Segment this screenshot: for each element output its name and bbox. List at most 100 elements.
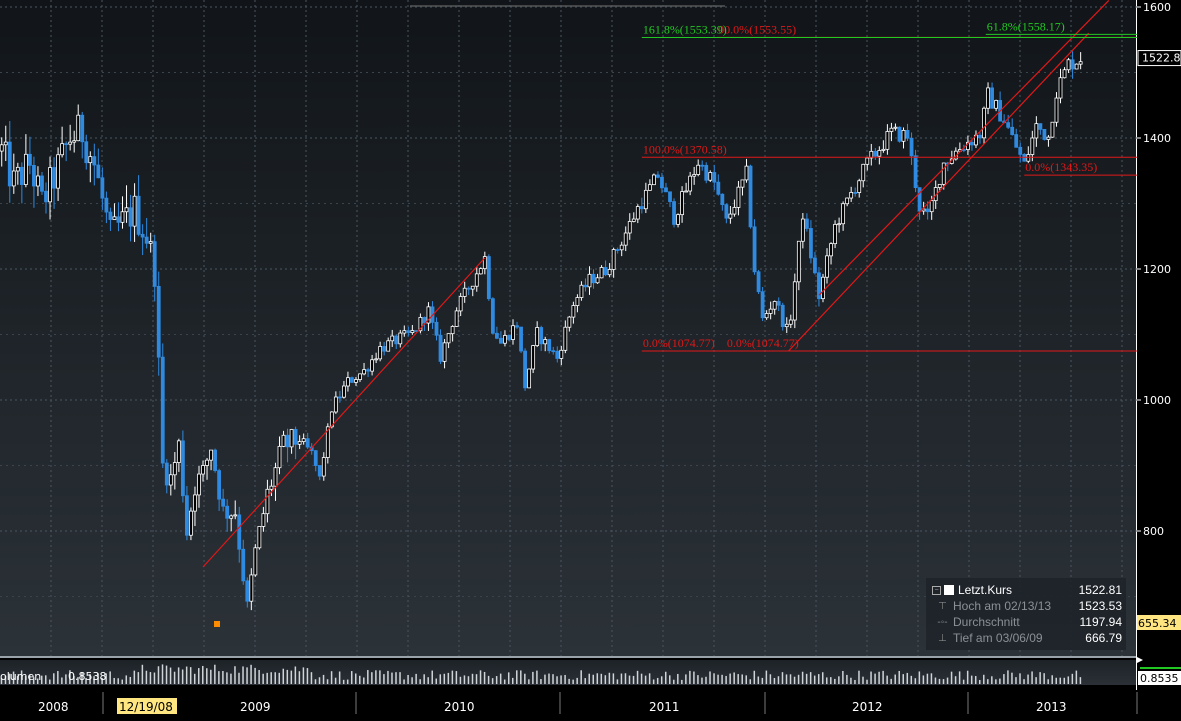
trend-line: [818, 0, 1110, 296]
volume-bar: [407, 674, 409, 684]
volume-bar: [447, 672, 450, 684]
candle-body: [708, 172, 713, 181]
candle-body: [108, 211, 113, 220]
volume-bar: [206, 668, 208, 684]
candle-body: [639, 206, 644, 210]
candle-body: [631, 218, 636, 222]
legend-row-high: ⊤ Hoch am 02/13/13 1523.53: [932, 598, 1122, 614]
candle-body: [273, 467, 278, 487]
candle-body: [168, 474, 173, 486]
event-marker: [214, 621, 221, 627]
candle-body: [583, 284, 588, 288]
candle-body: [1026, 154, 1031, 162]
candle-body: [676, 214, 680, 225]
candle-body: [591, 273, 596, 284]
volume-bar: [491, 678, 494, 684]
candle-body: [539, 327, 544, 345]
volume-bar: [588, 673, 590, 684]
volume-bar: [222, 670, 224, 684]
volume-bar: [991, 676, 993, 684]
volume-bar: [467, 676, 470, 684]
candle-body: [370, 359, 374, 372]
annotations: 0.0%(1074.77) 0.0%(1074.77) 100.0%(1370.58…: [202, 0, 1137, 627]
candle-body: [434, 321, 439, 336]
candle-body: [100, 177, 105, 199]
candle-body: [684, 190, 689, 193]
candle-body: [160, 356, 165, 464]
collapse-icon[interactable]: −: [932, 585, 941, 595]
volume-bar: [415, 673, 417, 684]
candle-body: [426, 306, 431, 324]
volume-bar: [673, 679, 675, 684]
volume-value: 0.8538: [68, 670, 107, 683]
candle-body: [3, 141, 8, 146]
candle-body: [92, 156, 97, 166]
volume-bar: [282, 668, 285, 684]
volume-bar: [512, 677, 514, 684]
volume-bar: [878, 671, 880, 684]
candle-body: [704, 164, 709, 181]
volume-bar: [258, 670, 260, 684]
candle-body: [7, 141, 12, 187]
volume-bar: [950, 671, 953, 684]
candle-body: [925, 208, 930, 213]
volume-bar: [274, 672, 276, 684]
legend-box: − Letzt.Kurs 1522.81 ⊤ Hoch am 02/13/13 …: [926, 578, 1126, 650]
volume-bar: [507, 672, 510, 684]
volume-bar: [302, 667, 305, 684]
volume-bar: [612, 673, 615, 684]
volume-bar: [85, 677, 87, 684]
candle-body: [527, 368, 532, 389]
candle-body: [221, 498, 226, 507]
candle-body: [402, 330, 407, 334]
volume-bar: [717, 674, 719, 684]
candle-body: [555, 350, 560, 359]
volume-bar: [8, 673, 11, 684]
candle-body: [531, 345, 536, 370]
volume-bar: [1051, 675, 1053, 684]
candle-body: [575, 297, 580, 306]
candle-body: [11, 170, 16, 187]
candle-body: [861, 163, 866, 182]
candle-body: [1054, 97, 1059, 123]
volume-bar: [628, 675, 631, 684]
volume-bar: [741, 674, 743, 684]
candle-body: [193, 494, 197, 512]
candle-body: [32, 164, 36, 187]
candle-body: [358, 373, 362, 380]
candle-body: [511, 325, 515, 340]
volume-bar: [600, 673, 603, 684]
candle-body: [680, 191, 684, 216]
candle-body: [0, 144, 4, 152]
legend-label: Hoch am 02/13/13: [953, 599, 1052, 613]
candle-body: [825, 255, 829, 278]
candle-body: [841, 203, 846, 225]
candle-body: [728, 213, 733, 219]
volume-bar: [677, 673, 679, 684]
volume-bar: [383, 674, 385, 684]
volume-bar: [858, 670, 860, 684]
candle-body: [152, 241, 157, 287]
volume-bar: [524, 673, 526, 684]
candle-body: [712, 172, 717, 183]
right-axis-background: [1137, 0, 1181, 690]
candle-body: [571, 305, 576, 318]
volume-bar: [930, 673, 933, 684]
candle-body: [543, 339, 548, 345]
fib-level-label: 100.0%(1370.58): [643, 142, 727, 156]
candle-body: [764, 313, 769, 319]
volume-bar: [346, 679, 349, 684]
candle-body: [15, 166, 20, 172]
candle-body: [909, 137, 914, 157]
volume-bar: [793, 676, 796, 684]
volume-bar: [177, 667, 180, 684]
candle-body: [768, 308, 773, 314]
volume-bar: [36, 678, 39, 684]
candle-body: [668, 191, 672, 202]
volume-bar: [958, 671, 961, 684]
candle-body: [104, 197, 109, 213]
volume-bar: [387, 670, 389, 684]
volume-bar: [620, 673, 623, 684]
